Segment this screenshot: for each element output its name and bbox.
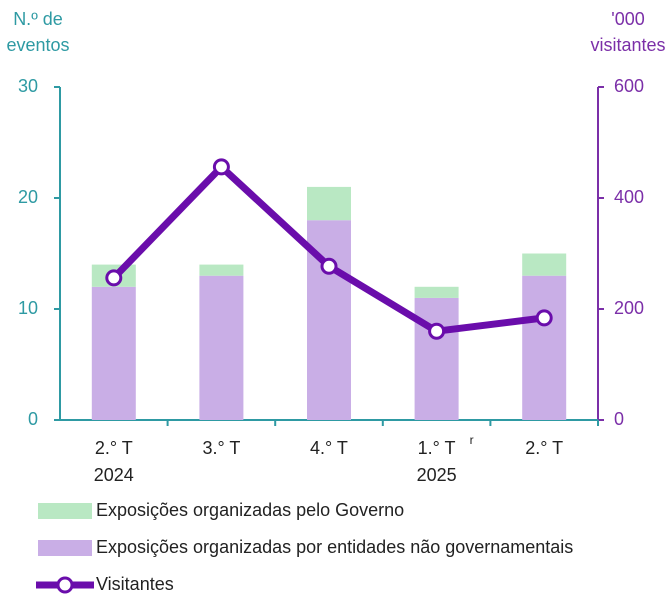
bar (414, 286, 459, 298)
y2-tick-label: 200 (614, 298, 644, 318)
bar (414, 297, 459, 420)
x-tick-year: 2024 (94, 465, 134, 485)
legend-label: Visitantes (96, 574, 174, 594)
y-tick-label: 10 (18, 298, 38, 318)
x-tick-label: 4.° T (310, 438, 348, 458)
bar (199, 275, 244, 420)
y-tick-label: 20 (18, 187, 38, 207)
x-tick-year: 2025 (417, 465, 457, 485)
y2-tick-label: 0 (614, 409, 624, 429)
legend-swatch (38, 503, 92, 519)
x-tick-label: 2.° T (95, 438, 133, 458)
x-tick-label: 3.° T (202, 438, 240, 458)
legend-swatch (56, 576, 74, 594)
y2-tick-label: 600 (614, 76, 644, 96)
annotation: r (470, 433, 474, 447)
y2-axis-label: '000 (611, 9, 644, 29)
legend-swatch (38, 540, 92, 556)
legend-label: Exposições organizadas por entidades não… (96, 537, 573, 557)
line-marker (105, 269, 123, 287)
bar (307, 186, 351, 221)
bar (199, 264, 244, 276)
x-tick-label: 1.° T (418, 438, 456, 458)
y2-axis-label: visitantes (590, 35, 665, 55)
y2-tick-label: 400 (614, 187, 644, 207)
line-marker (535, 309, 553, 327)
bar (522, 253, 567, 276)
line-marker (428, 322, 446, 340)
y-tick-label: 30 (18, 76, 38, 96)
y-axis-label: eventos (6, 35, 69, 55)
line-marker (212, 158, 230, 176)
y-tick-label: 0 (28, 409, 38, 429)
bar (91, 286, 136, 420)
bar (522, 275, 567, 420)
x-tick-label: 2.° T (525, 438, 563, 458)
legend-label: Exposições organizadas pelo Governo (96, 500, 404, 520)
y-axis-label: N.º de (13, 9, 63, 29)
line-marker (320, 257, 338, 275)
